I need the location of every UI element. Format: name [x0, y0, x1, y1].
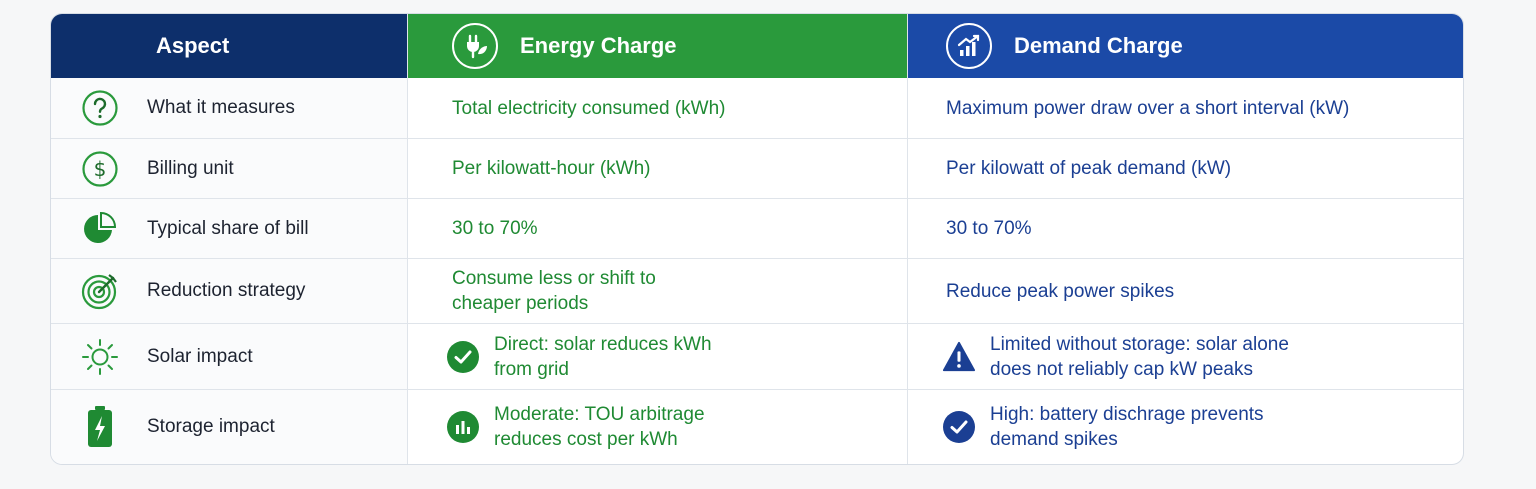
demand-value: Maximum power draw over a short interval… [946, 97, 1350, 119]
energy-value: 30 to 70% [452, 218, 538, 239]
energy-value-line1: Direct: solar reduces kWh [494, 333, 712, 355]
energy-cell: Per kilowatt-hour (kWh) [408, 139, 908, 199]
energy-value-line1: Consume less or shift to [452, 268, 656, 289]
chart-up-icon [946, 23, 992, 69]
energy-value-line1: Moderate: TOU arbitrage [494, 404, 705, 425]
demand-value-line1: Limited without storage: solar alone [990, 333, 1289, 355]
demand-cell: High: battery dischrage prevents demand … [908, 390, 1463, 464]
aspect-label: Typical share of bill [147, 217, 309, 239]
energy-value-line2: reduces cost per kWh [494, 429, 678, 450]
aspect-cell: $ Billing unit [51, 139, 408, 199]
energy-value-line2: cheaper periods [452, 293, 589, 314]
sun-icon [79, 336, 121, 378]
header-energy-label: Energy Charge [520, 33, 677, 58]
demand-cell: Limited without storage: solar alone doe… [908, 324, 1463, 390]
aspect-cell: Reduction strategy [51, 259, 408, 324]
energy-cell: Total electricity consumed (kWh) [408, 78, 908, 139]
energy-value-line2: from grid [494, 358, 569, 380]
svg-text:$: $ [94, 157, 107, 181]
demand-value-line1: High: battery dischrage prevents [990, 404, 1264, 425]
demand-cell: Reduce peak power spikes [908, 259, 1463, 324]
demand-value-line2: demand spikes [990, 429, 1118, 450]
pie-chart-icon [79, 208, 121, 250]
demand-value-line2: does not reliably cap kW peaks [990, 358, 1253, 380]
question-circle-icon [79, 87, 121, 129]
aspect-label: Solar impact [147, 345, 253, 367]
header-aspect: Aspect [51, 14, 408, 78]
demand-cell: Per kilowatt of peak demand (kW) [908, 139, 1463, 199]
demand-value: Limited without storage: solar alone doe… [990, 332, 1289, 382]
header-demand-label: Demand Charge [1014, 33, 1183, 58]
aspect-cell: What it measures [51, 78, 408, 139]
aspect-label: Reduction strategy [147, 280, 306, 301]
aspect-cell: Typical share of bill [51, 199, 408, 259]
energy-cell: Direct: solar reduces kWh from grid [408, 324, 908, 390]
check-circle-icon [942, 410, 976, 444]
demand-value: Per kilowatt of peak demand (kW) [946, 158, 1232, 179]
demand-cell: 30 to 70% [908, 199, 1463, 259]
plug-leaf-icon [452, 23, 498, 69]
energy-value: Per kilowatt-hour (kWh) [452, 158, 651, 179]
header-aspect-label: Aspect [156, 33, 230, 58]
demand-value: High: battery dischrage prevents demand … [990, 402, 1264, 452]
energy-value: Total electricity consumed (kWh) [452, 97, 726, 119]
header-demand-charge: Demand Charge [908, 14, 1463, 78]
aspect-cell: Storage impact [51, 390, 408, 464]
aspect-label: Storage impact [147, 416, 275, 437]
warning-triangle-icon [942, 340, 976, 374]
demand-cell: Maximum power draw over a short interval… [908, 78, 1463, 139]
demand-value: 30 to 70% [946, 218, 1032, 239]
energy-value: Moderate: TOU arbitrage reduces cost per… [494, 402, 705, 452]
target-icon [79, 270, 121, 312]
aspect-label: Billing unit [147, 157, 234, 179]
demand-value: Reduce peak power spikes [946, 280, 1175, 302]
battery-icon [79, 406, 121, 448]
energy-value: Consume less or shift to cheaper periods [452, 266, 656, 316]
energy-cell: Consume less or shift to cheaper periods [408, 259, 908, 324]
comparison-table: Aspect Energy Charge Demand Charge [50, 13, 1464, 465]
bar-chart-circle-icon [446, 410, 480, 444]
dollar-circle-icon: $ [79, 148, 121, 190]
aspect-cell: Solar impact [51, 324, 408, 390]
header-energy-charge: Energy Charge [408, 14, 908, 78]
energy-cell: Moderate: TOU arbitrage reduces cost per… [408, 390, 908, 464]
check-circle-icon [446, 340, 480, 374]
energy-value: Direct: solar reduces kWh from grid [494, 332, 712, 382]
energy-cell: 30 to 70% [408, 199, 908, 259]
aspect-label: What it measures [147, 97, 295, 118]
